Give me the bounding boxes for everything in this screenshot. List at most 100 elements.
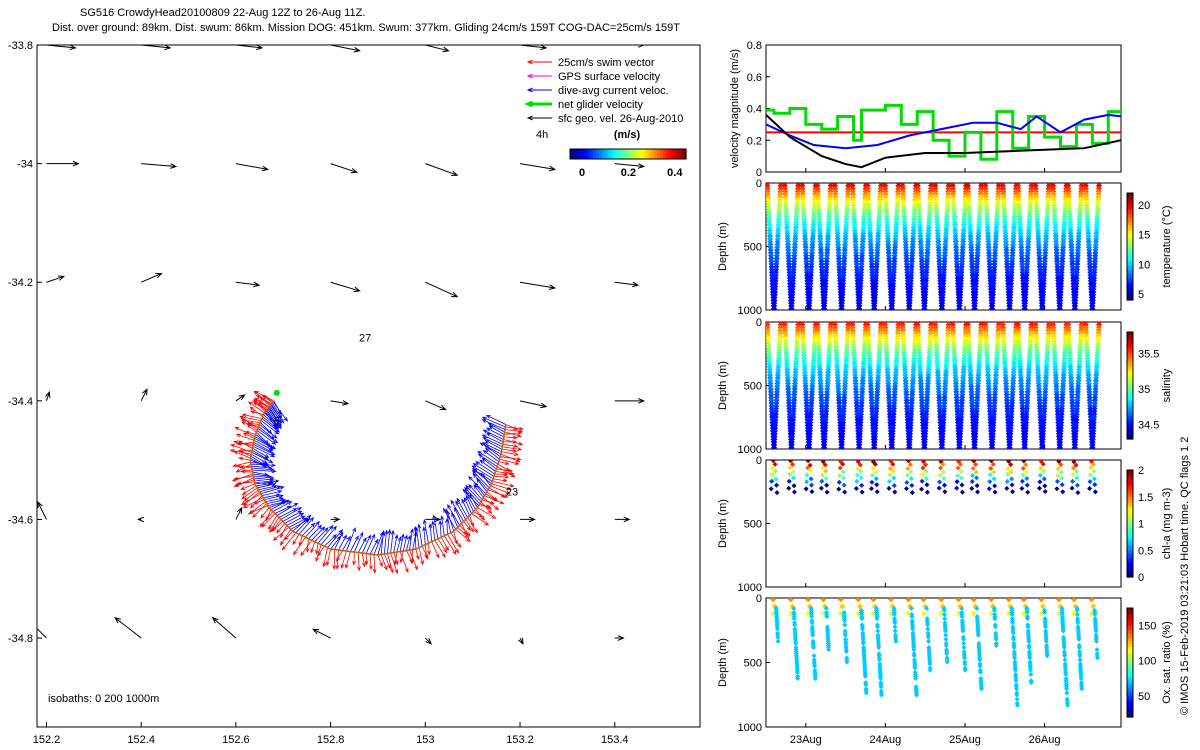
chlorophyll-colorbar-tick-label: 0.5 bbox=[1138, 545, 1153, 557]
legend-key-arrow bbox=[526, 87, 552, 93]
chlorophyll-colorbar-swatch bbox=[1127, 496, 1133, 501]
oxygen-sample-point bbox=[1026, 645, 1032, 651]
swim-vector-arrow bbox=[372, 554, 377, 574]
oxygen-sample-point bbox=[826, 647, 832, 653]
chlorophyll-sample-point bbox=[869, 479, 875, 485]
chlorophyll-sample-point bbox=[869, 472, 875, 478]
geo-velocity-arrow bbox=[330, 163, 358, 174]
dive-avg-current-arrow bbox=[383, 529, 389, 555]
salinity-sample-point bbox=[806, 444, 813, 449]
oxygen-sample-point bbox=[775, 638, 781, 644]
chlorophyll-sample-point bbox=[805, 465, 811, 471]
dive-avg-current-arrow bbox=[259, 424, 278, 439]
chlorophyll-colorbar-swatch bbox=[1127, 558, 1133, 562]
swim-vector-arrow bbox=[259, 397, 271, 407]
salinity-colorbar-swatch bbox=[1127, 358, 1133, 363]
chlorophyll-sample-point bbox=[919, 486, 925, 492]
velocity-y-tick-label: 0.4 bbox=[747, 104, 762, 116]
chlorophyll-sample-point bbox=[855, 460, 861, 465]
chlorophyll-sample-point bbox=[1042, 483, 1048, 489]
chlorophyll-colorbar-swatch bbox=[1127, 515, 1133, 519]
temperature-colorbar-swatch bbox=[1127, 265, 1133, 269]
dive-avg-current-arrow bbox=[256, 430, 277, 445]
legend-colorbar-swatch bbox=[610, 149, 615, 159]
swim-vector-arrow bbox=[504, 431, 523, 435]
temperature-sample-point bbox=[1071, 305, 1078, 310]
chlorophyll-colorbar-swatch bbox=[1127, 510, 1133, 514]
oxygen-sample-point bbox=[962, 667, 968, 673]
temperature-colorbar-swatch bbox=[1127, 198, 1133, 202]
oxygen-sample-point bbox=[927, 661, 933, 667]
swim-vector-arrow bbox=[259, 511, 274, 528]
chlorophyll-sample-point bbox=[1008, 469, 1014, 475]
chlorophyll-sample-point bbox=[838, 460, 844, 465]
legend-colorbar-swatch bbox=[601, 149, 606, 159]
geo-velocity-arrow bbox=[37, 500, 47, 520]
dive-avg-current-arrow bbox=[440, 515, 445, 536]
chlorophyll-sample-point bbox=[787, 464, 793, 470]
swim-vector-arrow bbox=[493, 478, 508, 483]
legend-colorbar-swatch bbox=[599, 149, 603, 159]
salinity-colorbar-swatch bbox=[1127, 374, 1133, 379]
chlorophyll-sample-point bbox=[774, 490, 780, 496]
swim-vector-arrow bbox=[272, 527, 290, 541]
chlorophyll-sample-point bbox=[787, 471, 793, 477]
swim-vector-arrow bbox=[238, 456, 251, 461]
salinity-colorbar-swatch bbox=[1127, 382, 1133, 387]
legend-colorbar-swatch bbox=[654, 149, 658, 159]
map-y-tick-label: -34.2 bbox=[8, 277, 33, 289]
oxygen-sample-point bbox=[974, 605, 980, 611]
swim-vector-arrow bbox=[300, 539, 312, 557]
map-y-tick-label: -34.4 bbox=[8, 396, 33, 408]
oxygen-sample-point bbox=[892, 628, 898, 634]
temperature-colorbar-frame bbox=[1126, 192, 1134, 301]
dive-avg-current-arrow bbox=[342, 535, 351, 551]
chlorophyll-colorbar-swatch bbox=[1127, 552, 1133, 557]
chlorophyll-y-axis-label: Depth (m) bbox=[717, 499, 729, 548]
chlorophyll-sample-point bbox=[1055, 466, 1061, 472]
swim-vector-arrow bbox=[233, 475, 254, 481]
legend-colorbar-tick: 0.4 bbox=[667, 167, 683, 179]
dive-avg-current-arrow bbox=[252, 469, 277, 474]
dive-avg-current-arrow bbox=[301, 522, 316, 537]
oxygen-sample-point bbox=[860, 626, 866, 632]
swim-vector-arrow bbox=[499, 458, 520, 465]
chlorophyll-sample-point bbox=[822, 462, 828, 468]
temperature-colorbar-swatch bbox=[1127, 241, 1133, 245]
chlorophyll-sample-point bbox=[919, 478, 925, 484]
map-y-tick-label: -33.8 bbox=[8, 40, 33, 52]
oxygen-sample-point bbox=[1010, 620, 1016, 626]
legend-colorbar-swatch bbox=[613, 149, 617, 159]
oxygen-sample-point bbox=[962, 655, 968, 661]
salinity-sample-point bbox=[989, 444, 996, 449]
swim-vector-arrow bbox=[368, 554, 373, 571]
dive-avg-current-arrow bbox=[422, 526, 427, 545]
chlorophyll-sample-point bbox=[920, 472, 926, 478]
oxygen-sample-point bbox=[856, 603, 863, 610]
oxygen-sample-point bbox=[842, 618, 848, 624]
chlorophyll-sample-point bbox=[855, 466, 861, 472]
map-y-tick-label: -34 bbox=[17, 159, 33, 171]
oxygen-sample-point bbox=[1025, 624, 1031, 630]
map-x-tick-label: 152.2 bbox=[33, 734, 61, 746]
dive-avg-current-arrow bbox=[488, 425, 505, 435]
temperature-sample-point bbox=[888, 305, 895, 310]
swim-vector-arrow bbox=[248, 505, 269, 514]
chlorophyll-sample-point bbox=[904, 479, 910, 485]
swim-vector-arrow bbox=[260, 507, 270, 519]
oxygen-sample-point bbox=[837, 598, 844, 603]
chlorophyll-sample-point bbox=[1056, 460, 1062, 464]
chlorophyll-sample-point bbox=[1023, 462, 1029, 468]
oxygen-sample-point bbox=[876, 645, 882, 651]
chlorophyll-sample-point bbox=[1058, 469, 1064, 475]
chlorophyll-sample-point bbox=[873, 469, 879, 475]
legend-key-arrow bbox=[524, 100, 552, 108]
map-x-tick-label: 153.2 bbox=[506, 734, 534, 746]
chlorophyll-sample-point bbox=[923, 462, 929, 468]
geo-velocity-arrow bbox=[114, 616, 142, 639]
dive-avg-current-arrow bbox=[481, 434, 503, 445]
dive-avg-current-arrow bbox=[399, 533, 405, 552]
chlorophyll-sample-point bbox=[823, 475, 829, 481]
chlorophyll-sample-point bbox=[841, 482, 847, 488]
dive-avg-current-arrow bbox=[324, 534, 337, 547]
